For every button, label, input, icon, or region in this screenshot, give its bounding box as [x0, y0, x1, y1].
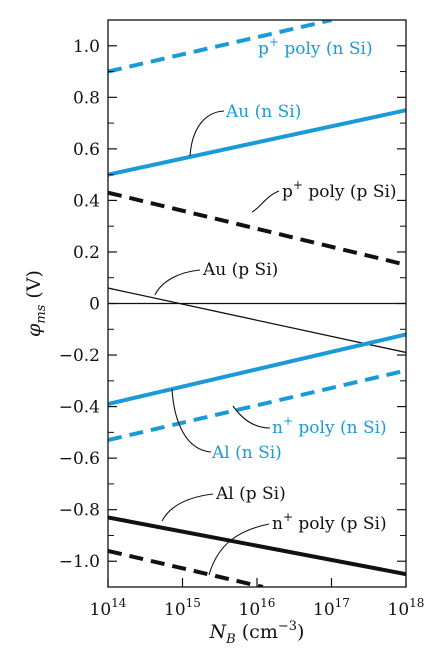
series-label-text: poly (n Si) — [293, 418, 387, 438]
x-axis-title-sub: B — [225, 632, 236, 647]
x-tick-label-base: 10 — [239, 600, 261, 620]
x-tick-label-exp: 17 — [335, 596, 350, 610]
x-tick-label-exp: 15 — [186, 596, 201, 610]
x-tick-label: 1014 — [90, 596, 127, 620]
series-line — [108, 190, 406, 267]
series-label: p+ poly (p Si) — [282, 178, 397, 202]
y-tick-label: 0.2 — [73, 243, 100, 263]
series-label-text: Au (n Si) — [225, 102, 301, 122]
y-axis-title: φms (V) — [23, 270, 49, 337]
series-line — [108, 368, 406, 443]
x-tick-label-base: 10 — [313, 600, 335, 620]
series-label-text: p — [282, 182, 293, 202]
x-tick-label-exp: 16 — [260, 596, 275, 610]
series-label-sup: + — [293, 178, 303, 192]
annotation-group: p+ poly (n Si)Au (n Si)p+ poly (p Si)Au … — [154, 35, 397, 576]
x-axis-title-unit-exp: −3 — [278, 619, 297, 634]
series-label-text: Au (p Si) — [202, 260, 278, 280]
y-axis-title-symbol: φ — [23, 323, 45, 337]
series-line — [108, 515, 406, 577]
series-line — [108, 287, 406, 354]
x-tick-label: 1016 — [239, 596, 276, 620]
y-tick-label: −0.8 — [59, 501, 100, 521]
series-label-text: poly (p Si) — [293, 514, 387, 534]
annotation-leader — [251, 190, 280, 213]
axes-group: 1.00.80.60.40.20−0.2−0.4−0.6−0.8−1.01014… — [23, 19, 425, 647]
annotation-leader — [171, 388, 212, 453]
y-tick-label: 0 — [89, 295, 100, 315]
series-label: Al (n Si) — [211, 443, 282, 463]
x-tick-label-base: 10 — [164, 600, 186, 620]
x-tick-label-base: 10 — [388, 600, 410, 620]
x-tick-label: 1017 — [313, 596, 350, 620]
series-label-sup: + — [269, 35, 279, 49]
y-tick-label: 0.6 — [73, 140, 100, 160]
annotation-leader — [161, 493, 214, 522]
x-tick-label: 1018 — [388, 596, 425, 620]
annotation-leader — [154, 269, 201, 296]
annotation-leader — [208, 523, 270, 576]
annotation-leader — [189, 110, 225, 157]
series-label: n+ poly (p Si) — [272, 510, 387, 534]
y-tick-label: −0.6 — [59, 449, 100, 469]
y-axis-title-sub: ms — [34, 304, 49, 323]
series-line — [108, 108, 406, 177]
x-axis-title-unit-close: ) — [297, 621, 304, 643]
x-tick-label: 1015 — [164, 596, 201, 620]
x-tick-label-exp: 18 — [409, 596, 424, 610]
series-label-text: p — [258, 39, 269, 59]
y-tick-label: −0.4 — [59, 398, 100, 418]
y-tick-label: 1.0 — [73, 37, 100, 57]
series-label: Al (p Si) — [215, 484, 286, 504]
series-label-text: Al (p Si) — [215, 484, 286, 504]
series-label-text: n — [272, 514, 283, 534]
x-axis-title-unit: (cm — [236, 621, 278, 643]
y-axis-title-unit: (V) — [23, 270, 45, 305]
series-group — [108, 20, 406, 587]
x-tick-label-exp: 14 — [111, 596, 127, 610]
y-tick-label: −0.2 — [59, 346, 100, 366]
series-label-text: Al (n Si) — [211, 443, 282, 463]
series-label-sup: + — [283, 414, 293, 428]
x-axis-title: NB (cm−3) — [209, 619, 305, 647]
series-line — [108, 548, 264, 587]
series-line — [108, 332, 406, 406]
y-tick-label: −1.0 — [59, 552, 100, 572]
series-label-sup: + — [283, 510, 293, 524]
series-label: Au (p Si) — [202, 260, 278, 280]
series-label: Au (n Si) — [225, 102, 301, 122]
series-label-text: poly (n Si) — [279, 39, 373, 59]
series-label-text: n — [272, 418, 283, 438]
series-label: n+ poly (n Si) — [272, 414, 387, 438]
series-line — [108, 20, 332, 74]
x-tick-label-base: 10 — [90, 600, 112, 620]
series-label-text: poly (p Si) — [303, 182, 397, 202]
annotation-leader — [232, 405, 271, 429]
y-tick-label: 0.4 — [73, 191, 100, 211]
y-tick-label: 0.8 — [73, 88, 100, 108]
series-label: p+ poly (n Si) — [258, 35, 373, 59]
x-axis-title-symbol: N — [209, 621, 228, 643]
